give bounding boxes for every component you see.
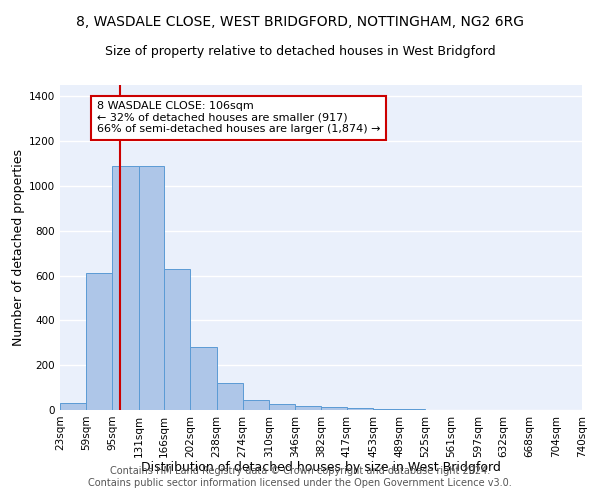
- Bar: [295, 406, 322, 410]
- Bar: [217, 383, 243, 410]
- Bar: [60, 404, 86, 410]
- Bar: [112, 166, 139, 410]
- Bar: [243, 400, 269, 410]
- Text: 8 WASDALE CLOSE: 106sqm
← 32% of detached houses are smaller (917)
66% of semi-d: 8 WASDALE CLOSE: 106sqm ← 32% of detache…: [97, 101, 380, 134]
- Text: 8, WASDALE CLOSE, WEST BRIDGFORD, NOTTINGHAM, NG2 6RG: 8, WASDALE CLOSE, WEST BRIDGFORD, NOTTIN…: [76, 15, 524, 29]
- Y-axis label: Number of detached properties: Number of detached properties: [12, 149, 25, 346]
- Bar: [373, 409, 399, 410]
- Bar: [347, 408, 373, 410]
- Bar: [190, 347, 217, 410]
- Bar: [139, 166, 164, 410]
- Bar: [86, 274, 112, 410]
- Text: Size of property relative to detached houses in West Bridgford: Size of property relative to detached ho…: [104, 45, 496, 58]
- X-axis label: Distribution of detached houses by size in West Bridgford: Distribution of detached houses by size …: [141, 461, 501, 474]
- Bar: [164, 269, 190, 410]
- Text: Contains HM Land Registry data © Crown copyright and database right 2024.
Contai: Contains HM Land Registry data © Crown c…: [88, 466, 512, 487]
- Bar: [322, 406, 347, 410]
- Bar: [269, 404, 295, 410]
